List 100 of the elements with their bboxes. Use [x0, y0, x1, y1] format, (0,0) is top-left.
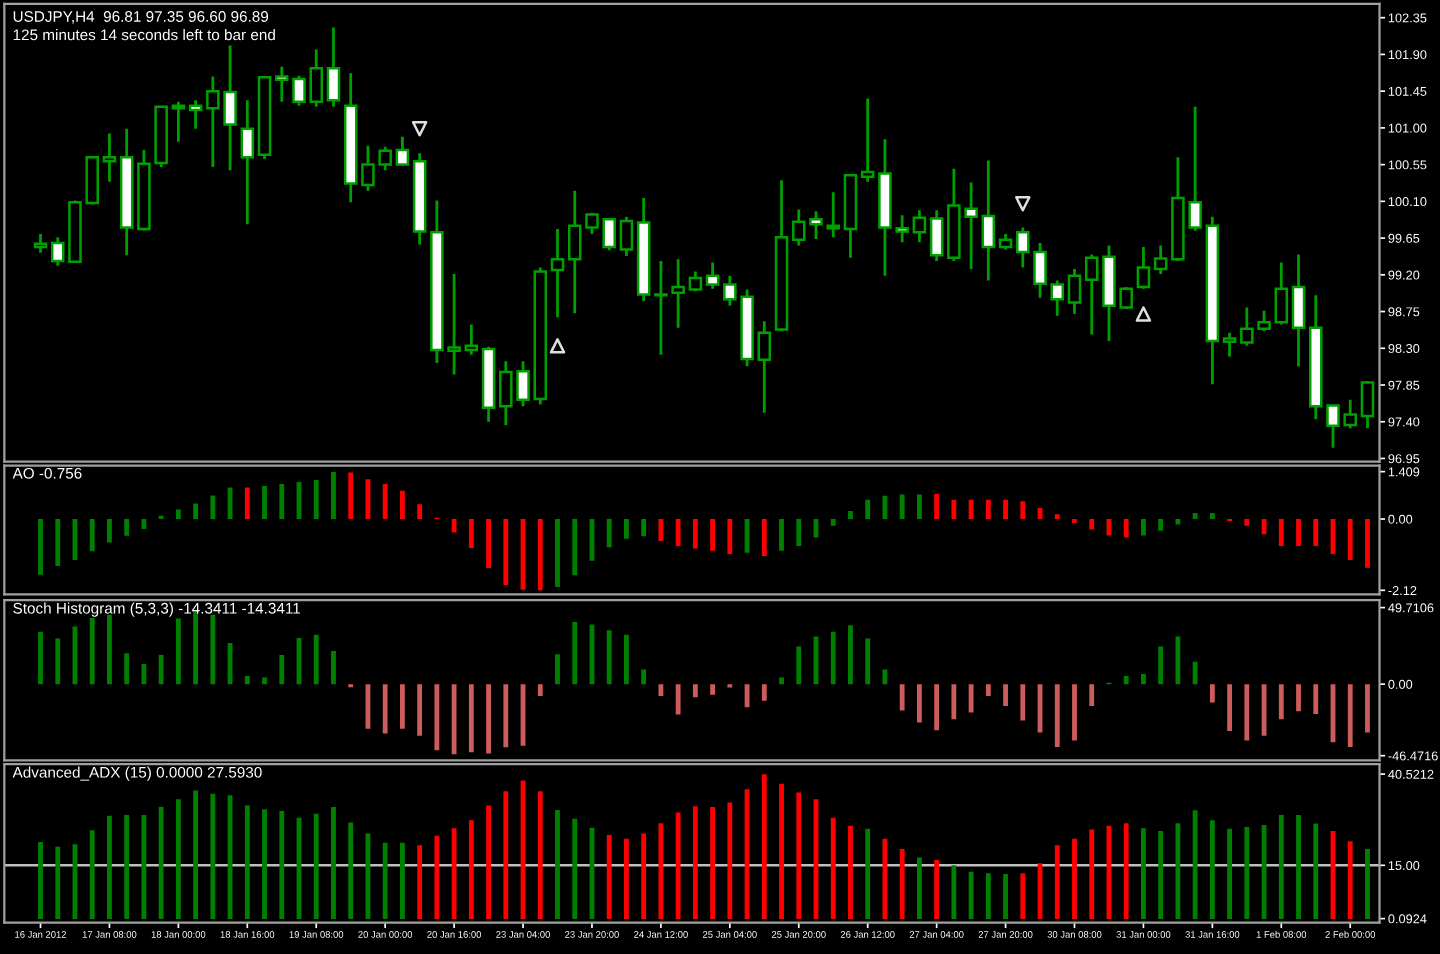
- bar: [1158, 646, 1164, 685]
- bar: [89, 830, 95, 919]
- candlestick: [464, 323, 479, 357]
- bar: [865, 638, 871, 685]
- bar: [175, 799, 181, 919]
- bar: [1141, 674, 1146, 685]
- bar: [658, 684, 664, 696]
- bar: [727, 802, 733, 919]
- bar: [107, 614, 112, 685]
- candlestick: [860, 97, 875, 184]
- bar: [55, 519, 61, 567]
- bar: [486, 805, 491, 919]
- bar: [503, 519, 509, 585]
- bar: [658, 823, 664, 919]
- bar: [1244, 684, 1250, 741]
- bar: [244, 805, 250, 919]
- bar: [210, 793, 216, 919]
- bar: [348, 472, 354, 520]
- bar: [468, 519, 474, 548]
- bar: [985, 684, 991, 696]
- bar: [331, 471, 336, 520]
- bar: [537, 519, 543, 591]
- bar: [848, 825, 853, 919]
- candlestick: [567, 189, 582, 315]
- candlestick: [757, 319, 772, 415]
- candlestick: [1222, 331, 1237, 358]
- bar: [468, 684, 474, 753]
- candlestick: [705, 261, 720, 291]
- bar: [313, 634, 319, 685]
- bar: [399, 684, 405, 729]
- candlestick: [619, 215, 634, 258]
- bar: [1141, 519, 1146, 536]
- candlestick: [912, 208, 927, 244]
- bar: [158, 654, 164, 685]
- bar: [641, 669, 647, 685]
- bar: [486, 684, 491, 754]
- bar: [244, 487, 250, 520]
- bar: [1244, 519, 1250, 526]
- bar: [1089, 519, 1095, 530]
- bar: [1365, 519, 1370, 568]
- bar: [1020, 684, 1026, 721]
- bar: [537, 684, 543, 696]
- bar: [934, 493, 940, 520]
- bar: [38, 519, 43, 575]
- bar: [1072, 838, 1077, 919]
- bar: [503, 791, 509, 919]
- bar: [537, 791, 543, 919]
- bar: [692, 806, 698, 919]
- bar: [55, 638, 61, 685]
- bar: [451, 519, 457, 533]
- bar: [1365, 848, 1370, 919]
- bar: [796, 519, 802, 546]
- bar: [830, 519, 836, 526]
- bar: [175, 618, 181, 685]
- bar: [382, 484, 388, 520]
- bar: [572, 519, 578, 576]
- bar: [1244, 827, 1250, 919]
- bar: [1278, 684, 1284, 720]
- bar: [107, 815, 112, 919]
- bar: [934, 859, 940, 919]
- bar: [417, 845, 423, 919]
- bar: [951, 499, 957, 520]
- bar: [934, 684, 940, 731]
- bar: [968, 684, 974, 713]
- bar: [899, 684, 905, 711]
- bar: [193, 610, 199, 685]
- bar: [985, 873, 991, 919]
- bar: [555, 654, 560, 685]
- bar: [968, 871, 974, 919]
- bar: [606, 519, 612, 548]
- bar: [1003, 873, 1008, 919]
- bar: [1003, 684, 1008, 706]
- bar: [1296, 814, 1301, 919]
- candlestick: [1291, 253, 1306, 368]
- bar: [1209, 512, 1215, 520]
- bar: [210, 614, 216, 685]
- bar: [658, 519, 664, 541]
- bar: [399, 842, 405, 919]
- bar: [606, 630, 612, 685]
- candlestick: [826, 190, 840, 239]
- bar: [1192, 661, 1198, 685]
- bar: [107, 519, 112, 543]
- bar: [710, 519, 716, 551]
- bar: [382, 684, 388, 734]
- bar: [1020, 501, 1026, 520]
- point: [1135, 306, 1152, 322]
- bar: [1123, 519, 1129, 538]
- bar: [279, 810, 285, 919]
- bar: [555, 519, 560, 587]
- bar: [779, 783, 784, 919]
- bar: [796, 792, 802, 919]
- point: [411, 120, 428, 137]
- bar: [692, 519, 698, 549]
- bar: [55, 846, 61, 919]
- bar: [951, 865, 957, 919]
- bar: [1003, 499, 1008, 520]
- bar: [624, 519, 629, 539]
- bar: [761, 774, 767, 919]
- bar: [417, 504, 423, 520]
- bar: [1123, 823, 1129, 919]
